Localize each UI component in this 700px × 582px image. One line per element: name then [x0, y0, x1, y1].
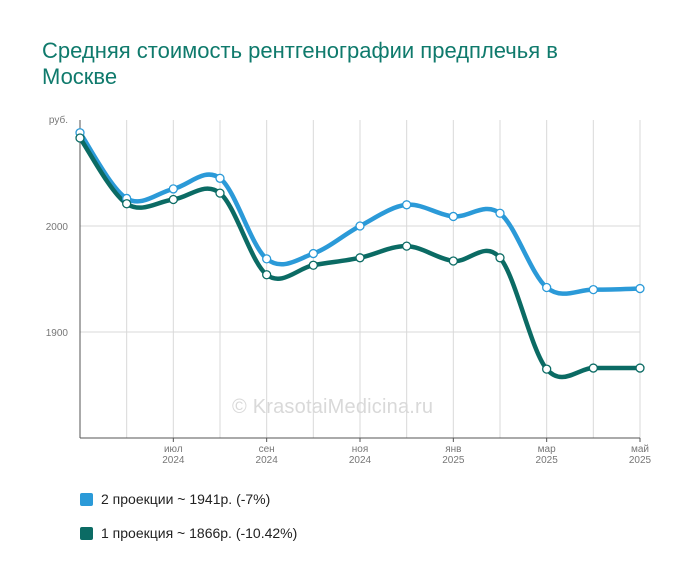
- data-point: [308, 248, 318, 259]
- x-tick-label-year: 2024: [256, 455, 279, 466]
- x-tick-label-month: мар: [538, 444, 556, 455]
- data-point: [75, 133, 85, 143]
- chart-points: [75, 128, 645, 374]
- data-point: [168, 194, 178, 205]
- data-point: [542, 282, 552, 293]
- data-point: [635, 363, 645, 373]
- legend-item-2-projections[interactable]: 2 проекции ~ 1941р. (-7%): [80, 488, 297, 510]
- data-point: [215, 188, 225, 198]
- x-tick-label-year: 2025: [536, 455, 559, 466]
- data-point: [355, 221, 365, 231]
- x-tick-label-month: сен: [259, 444, 275, 455]
- data-point: [635, 283, 645, 294]
- data-point: [355, 253, 365, 263]
- y-tick-label: 1900: [46, 328, 69, 339]
- data-point: [168, 184, 178, 194]
- legend-item-1-projection[interactable]: 1 проекция ~ 1866р. (-10.42%): [80, 522, 297, 544]
- y-unit-label: руб.: [49, 114, 68, 126]
- data-point: [495, 208, 505, 218]
- y-tick-label: 2000: [46, 222, 69, 233]
- data-point: [448, 211, 458, 222]
- x-tick-label-month: ноя: [352, 444, 369, 455]
- data-point: [542, 364, 552, 374]
- x-tick-label-month: май: [631, 444, 649, 455]
- data-point: [448, 256, 458, 266]
- legend-swatch: [80, 526, 93, 540]
- legend: 2 проекции ~ 1941р. (-7%) 1 проекция ~ 1…: [80, 488, 297, 556]
- x-tick-label-month: июл: [164, 444, 183, 455]
- data-point: [262, 254, 272, 264]
- data-point: [402, 200, 412, 210]
- legend-label: 1 проекция ~ 1866р. (-10.42%): [101, 525, 298, 541]
- data-point: [588, 284, 598, 295]
- data-point: [588, 363, 598, 373]
- data-point: [122, 199, 132, 209]
- legend-label: 2 проекции ~ 1941р. (-7%): [101, 491, 271, 507]
- data-point: [495, 253, 505, 263]
- legend-swatch: [80, 492, 93, 506]
- watermark: © KrasotaiMedicina.ru: [232, 396, 434, 418]
- data-point: [262, 270, 272, 280]
- chart-axes: 19002000руб.июл2024сен2024ноя2024янв2025…: [46, 114, 652, 466]
- x-tick-label-year: 2025: [629, 455, 652, 466]
- chart-title: Средняя стоимость рентгенографии предпле…: [42, 38, 558, 89]
- x-tick-label-month: янв: [445, 444, 461, 455]
- data-point: [215, 173, 225, 183]
- x-tick-label-year: 2024: [349, 455, 372, 466]
- x-tick-label-year: 2024: [162, 455, 185, 466]
- x-tick-label-year: 2025: [442, 455, 465, 466]
- chart-grid: [80, 120, 641, 438]
- data-point: [402, 241, 412, 251]
- data-point: [308, 260, 318, 270]
